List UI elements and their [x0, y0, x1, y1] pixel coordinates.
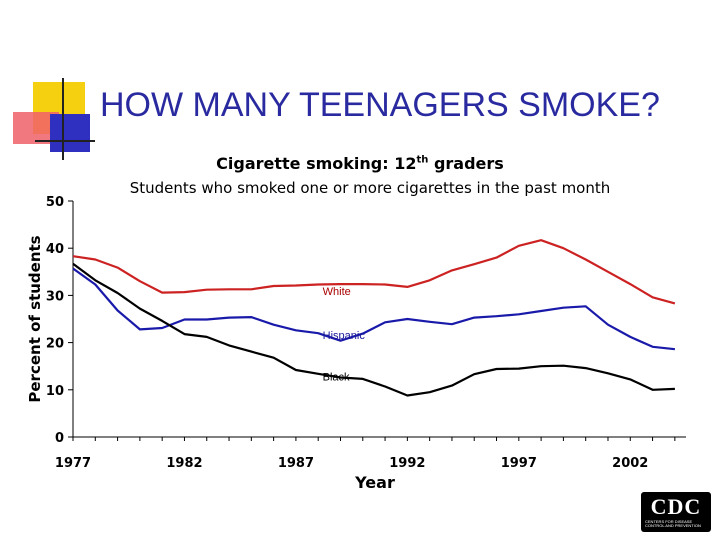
chart-title-main: Cigarette smoking: 12: [216, 154, 417, 173]
series-line-white: [72, 239, 676, 305]
x-tick-label: 1982: [166, 456, 202, 471]
cdc-logo: CDC CENTERS FOR DISEASE CONTROL AND PREV…: [641, 492, 711, 532]
x-axis-label: Year: [354, 473, 395, 492]
y-tick-label: 10: [46, 384, 64, 399]
logo-subtext: CENTERS FOR DISEASE CONTROL AND PREVENTI…: [645, 519, 701, 528]
y-tick-label: 20: [46, 337, 64, 352]
x-tick-label: 2002: [612, 456, 648, 471]
x-tick-label: 1992: [389, 456, 425, 471]
series-label-white: White: [323, 286, 351, 298]
slide-title: HOW MANY TEENAGERS SMOKE?: [100, 86, 660, 124]
series-label-black: Black: [323, 372, 350, 384]
decor-blue-square: [50, 114, 90, 152]
chart-title-tail: graders: [428, 154, 504, 173]
decor-vertical-line: [62, 78, 64, 160]
chart-subtitle: Students who smoked one or more cigarett…: [129, 179, 611, 197]
y-tick-label: 50: [46, 195, 64, 210]
chart-title: Cigarette smoking: 12th graders: [0, 154, 720, 173]
y-tick-label: 0: [55, 431, 64, 446]
x-tick-label: 1997: [501, 456, 537, 471]
y-tick-label: 30: [46, 289, 64, 304]
x-tick-label: 1977: [55, 456, 91, 471]
x-tick-label: 1987: [278, 456, 314, 471]
decor-horizontal-line: [35, 140, 95, 142]
series-line-hispanic: [72, 267, 676, 351]
y-axis-label: Percent of students: [26, 235, 44, 402]
series-line-black: [72, 262, 675, 397]
series-label-hispanic: Hispanic: [323, 330, 366, 342]
y-tick-label: 40: [46, 242, 64, 257]
chart-title-sup: th: [416, 154, 429, 166]
logo-text: CDC: [650, 494, 702, 519]
